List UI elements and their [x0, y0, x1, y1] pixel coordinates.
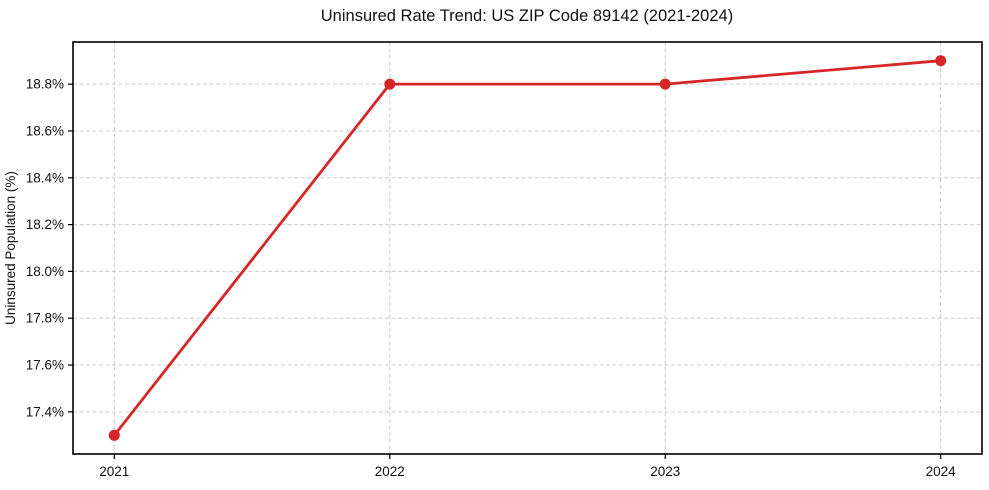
data-point	[108, 429, 120, 441]
data-point	[659, 78, 671, 90]
y-axis-label: Uninsured Population (%)	[3, 171, 18, 325]
y-tick-label: 18.8%	[26, 77, 64, 92]
chart-title: Uninsured Rate Trend: US ZIP Code 89142 …	[321, 7, 733, 25]
data-point	[935, 55, 947, 67]
y-tick-label: 18.2%	[26, 217, 64, 232]
grid-layer	[73, 42, 982, 454]
data-series-layer	[108, 55, 947, 441]
y-tick-label: 18.6%	[26, 123, 64, 138]
y-tick-label: 17.6%	[26, 358, 64, 373]
data-point	[384, 78, 396, 90]
y-tick-label: 18.4%	[26, 170, 64, 185]
plot-border	[72, 41, 983, 455]
x-tick-label: 2023	[650, 464, 680, 479]
trend-line	[112, 59, 943, 437]
x-tick-label: 2021	[99, 464, 129, 479]
y-tick-label: 17.8%	[26, 311, 64, 326]
y-tick-label: 17.4%	[26, 404, 64, 419]
x-tick-label: 2024	[926, 464, 957, 479]
x-tick-label: 2022	[375, 464, 405, 479]
axis-layer: 17.4% 17.6% 17.8% 18.0% 18.2% 18.4% 18.6% 18.8%…	[26, 41, 983, 479]
y-tick-label: 18.0%	[26, 264, 64, 279]
